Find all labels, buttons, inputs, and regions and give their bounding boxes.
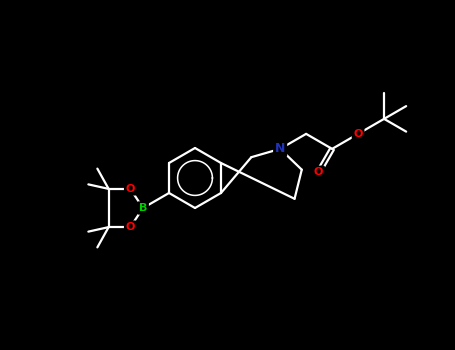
Text: O: O bbox=[126, 222, 135, 232]
Text: O: O bbox=[354, 129, 363, 139]
Text: N: N bbox=[275, 142, 285, 155]
Text: O: O bbox=[126, 184, 135, 194]
Text: B: B bbox=[139, 203, 147, 213]
Text: O: O bbox=[314, 167, 324, 177]
